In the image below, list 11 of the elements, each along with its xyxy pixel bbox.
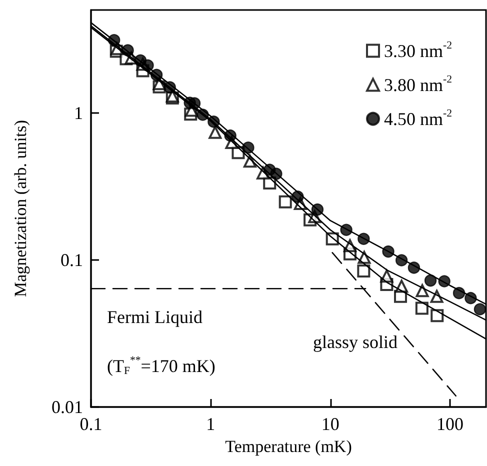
x-tick-label: 100	[436, 414, 464, 434]
x-tick-label: 0.1	[80, 414, 102, 434]
y-tick-label: 0.1	[60, 250, 83, 270]
x-tick-label: 10	[321, 414, 340, 434]
x-axis-title: Temperature (mK)	[225, 436, 352, 456]
x-tick-label: 1	[206, 414, 216, 434]
y-tick-label: 0.01	[52, 397, 83, 417]
y-axis-title: Magnetization (arb. units)	[11, 120, 30, 298]
y-tick-label: 1	[74, 102, 83, 123]
annotation: glassy solid	[313, 332, 398, 352]
annotation: Fermi Liquid	[107, 307, 202, 327]
